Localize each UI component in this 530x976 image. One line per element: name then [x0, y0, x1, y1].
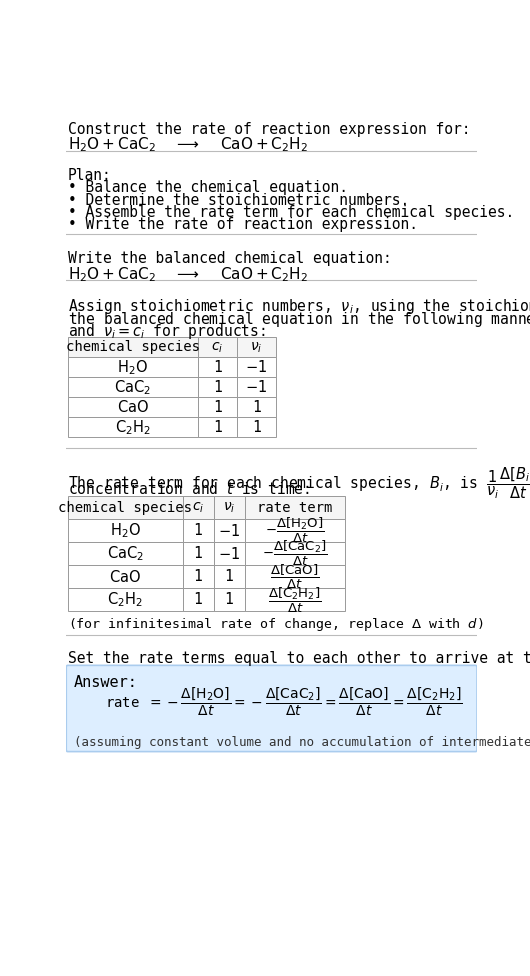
Text: • Assemble the rate term for each chemical species.: • Assemble the rate term for each chemic…: [68, 205, 514, 220]
Bar: [182, 496, 214, 519]
Bar: [244, 589, 345, 611]
Bar: [237, 418, 276, 437]
Text: $-1$: $-1$: [218, 546, 240, 562]
Text: 1: 1: [252, 420, 261, 435]
Text: $-1$: $-1$: [218, 522, 240, 539]
Text: 1: 1: [213, 420, 222, 435]
Text: $c_i$: $c_i$: [192, 501, 204, 514]
Text: • Write the rate of reaction expression.: • Write the rate of reaction expression.: [68, 218, 418, 232]
Text: $\dfrac{\Delta[\mathrm{CaO}]}{\Delta t}$: $\dfrac{\Delta[\mathrm{CaO}]}{\Delta t}$: [270, 563, 320, 590]
Bar: [244, 542, 345, 565]
Bar: [182, 565, 214, 589]
Bar: [244, 519, 345, 542]
Text: $\mathrm{C_2H_2}$: $\mathrm{C_2H_2}$: [115, 418, 151, 437]
Bar: [198, 418, 237, 437]
Bar: [237, 378, 276, 397]
Bar: [214, 519, 244, 542]
Bar: [182, 542, 214, 565]
Text: the balanced chemical equation in the following manner: $\nu_i = -c_i$ for react: the balanced chemical equation in the fo…: [68, 309, 530, 329]
Text: Set the rate terms equal to each other to arrive at the rate expression:: Set the rate terms equal to each other t…: [68, 652, 530, 667]
Text: $c_i$: $c_i$: [211, 341, 224, 354]
Text: $\mathrm{H_2O + CaC_2}$  $\longrightarrow$  $\mathrm{CaO + C_2H_2}$: $\mathrm{H_2O + CaC_2}$ $\longrightarrow…: [68, 264, 308, 284]
Bar: [68, 519, 182, 542]
Text: $\mathrm{CaO}$: $\mathrm{CaO}$: [109, 569, 141, 585]
Text: • Balance the chemical equation.: • Balance the chemical equation.: [68, 181, 348, 195]
Bar: [68, 378, 198, 397]
Text: 1: 1: [252, 400, 261, 415]
Bar: [68, 357, 198, 378]
Bar: [237, 397, 276, 418]
Bar: [198, 378, 237, 397]
Text: rate $= -\dfrac{\Delta[\mathrm{H_2O}]}{\Delta t} = -\dfrac{\Delta[\mathrm{CaC_2}: rate $= -\dfrac{\Delta[\mathrm{H_2O}]}{\…: [105, 685, 463, 717]
Text: $\mathrm{C_2H_2}$: $\mathrm{C_2H_2}$: [107, 590, 143, 609]
Text: (assuming constant volume and no accumulation of intermediates or side products): (assuming constant volume and no accumul…: [74, 736, 530, 750]
Text: 1: 1: [193, 547, 202, 561]
Bar: [237, 357, 276, 378]
Bar: [244, 496, 345, 519]
Bar: [68, 338, 198, 357]
Text: Assign stoichiometric numbers, $\nu_i$, using the stoichiometric coefficients, $: Assign stoichiometric numbers, $\nu_i$, …: [68, 298, 530, 316]
Text: chemical species: chemical species: [66, 341, 200, 354]
Text: Answer:: Answer:: [74, 674, 138, 690]
Text: Write the balanced chemical equation:: Write the balanced chemical equation:: [68, 251, 392, 266]
Text: 1: 1: [225, 592, 233, 607]
Bar: [68, 589, 182, 611]
Bar: [182, 519, 214, 542]
Text: rate term: rate term: [257, 501, 332, 514]
Bar: [182, 589, 214, 611]
Text: $\mathrm{H_2O + CaC_2}$  $\longrightarrow$  $\mathrm{CaO + C_2H_2}$: $\mathrm{H_2O + CaC_2}$ $\longrightarrow…: [68, 136, 308, 154]
Text: $-1$: $-1$: [245, 359, 267, 376]
Text: 1: 1: [193, 569, 202, 585]
Text: $\nu_i$: $\nu_i$: [250, 341, 262, 354]
Bar: [214, 542, 244, 565]
Bar: [68, 397, 198, 418]
Bar: [198, 338, 237, 357]
Text: Plan:: Plan:: [68, 168, 111, 183]
Bar: [68, 565, 182, 589]
Bar: [214, 565, 244, 589]
Text: $\mathrm{H_2O}$: $\mathrm{H_2O}$: [110, 521, 140, 540]
Text: 1: 1: [213, 360, 222, 375]
Text: 1: 1: [193, 592, 202, 607]
Text: Construct the rate of reaction expression for:: Construct the rate of reaction expressio…: [68, 122, 470, 137]
Text: concentration and $t$ is time:: concentration and $t$ is time:: [68, 480, 310, 497]
Text: $-1$: $-1$: [245, 380, 267, 395]
Text: 1: 1: [213, 380, 222, 395]
Bar: [68, 542, 182, 565]
Bar: [214, 496, 244, 519]
Bar: [198, 357, 237, 378]
Text: $-\dfrac{\Delta[\mathrm{H_2O}]}{\Delta t}$: $-\dfrac{\Delta[\mathrm{H_2O}]}{\Delta t…: [265, 516, 324, 546]
Bar: [198, 397, 237, 418]
Text: $\mathrm{CaC_2}$: $\mathrm{CaC_2}$: [114, 378, 152, 396]
Text: 1: 1: [193, 523, 202, 538]
Bar: [68, 418, 198, 437]
Text: $\dfrac{\Delta[\mathrm{C_2H_2}]}{\Delta t}$: $\dfrac{\Delta[\mathrm{C_2H_2}]}{\Delta …: [268, 586, 322, 615]
Text: $\mathrm{H_2O}$: $\mathrm{H_2O}$: [118, 358, 148, 377]
Text: and $\nu_i = c_i$ for products:: and $\nu_i = c_i$ for products:: [68, 322, 266, 341]
Bar: [68, 496, 182, 519]
Text: The rate term for each chemical species, $B_i$, is $\dfrac{1}{\nu_i}\dfrac{\Delt: The rate term for each chemical species,…: [68, 466, 530, 501]
Bar: [214, 589, 244, 611]
Text: $\nu_i$: $\nu_i$: [223, 501, 235, 514]
Bar: [244, 565, 345, 589]
Text: $-\dfrac{\Delta[\mathrm{CaC_2}]}{\Delta t}$: $-\dfrac{\Delta[\mathrm{CaC_2}]}{\Delta …: [262, 539, 328, 568]
Text: chemical species: chemical species: [58, 501, 192, 514]
Text: • Determine the stoichiometric numbers.: • Determine the stoichiometric numbers.: [68, 192, 409, 208]
Text: 1: 1: [213, 400, 222, 415]
FancyBboxPatch shape: [66, 666, 477, 752]
Bar: [237, 338, 276, 357]
Text: 1: 1: [225, 569, 233, 585]
Text: $\mathrm{CaO}$: $\mathrm{CaO}$: [117, 399, 149, 416]
Text: (for infinitesimal rate of change, replace $\Delta$ with $d$): (for infinitesimal rate of change, repla…: [68, 616, 483, 633]
Text: $\mathrm{CaC_2}$: $\mathrm{CaC_2}$: [107, 545, 144, 563]
